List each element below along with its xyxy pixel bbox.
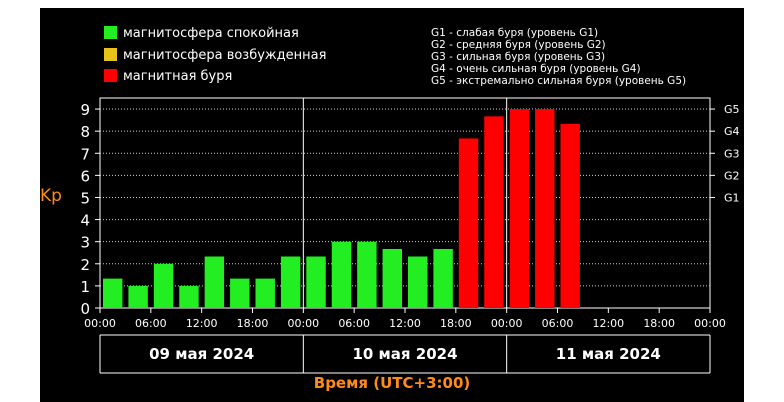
y-tick-label: 4	[80, 212, 90, 230]
y-tick-label: 3	[80, 234, 90, 252]
g-legend-item-3: G3 - сильная буря (уровень G3)	[431, 51, 605, 63]
y-tick-label: 8	[80, 123, 90, 141]
kp-bar	[306, 256, 326, 308]
x-tick-label: 18:00	[440, 317, 472, 330]
x-tick-label: 18:00	[237, 317, 269, 330]
legend-label-storm: магнитная буря	[123, 69, 232, 84]
g-tick-label: G2	[724, 169, 740, 182]
y-axis-label: Kp	[40, 186, 62, 206]
x-tick-label: 18:00	[643, 317, 675, 330]
y-tick-label: 7	[80, 145, 90, 163]
kp-bar	[255, 278, 275, 308]
legend-swatch-calm	[104, 26, 117, 39]
day-label: 11 мая 2024	[556, 345, 661, 363]
g-level-legend: G1 - слабая буря (уровень G1) G2 - средн…	[431, 27, 686, 87]
kp-chart: магнитосфера спокойная магнитосфера возб…	[40, 26, 740, 392]
g-legend-item-5: G5 - экстремально сильная буря (уровень …	[431, 75, 686, 87]
x-tick-label: 00:00	[491, 317, 523, 330]
kp-bar	[484, 116, 504, 308]
kp-bar	[357, 241, 377, 308]
day-label: 10 мая 2024	[352, 345, 457, 363]
kp-bar	[433, 248, 453, 308]
g-legend-item-2: G2 - средняя буря (уровень G2)	[431, 39, 606, 51]
y-tick-label: 5	[80, 189, 90, 207]
g-tick-label: G4	[724, 125, 740, 138]
x-tick-label: 06:00	[338, 317, 370, 330]
y-tick-label: 2	[80, 256, 90, 274]
x-tick-label: 06:00	[135, 317, 167, 330]
kp-bar	[535, 109, 555, 308]
x-tick-label: 12:00	[592, 317, 624, 330]
kp-bar	[509, 109, 530, 308]
kp-bar	[128, 285, 148, 308]
y-tick-label: 0	[80, 300, 90, 318]
x-tick-label: 06:00	[542, 317, 574, 330]
x-tick-label: 12:00	[186, 317, 218, 330]
g-legend-item-4: G4 - очень сильная буря (уровень G4)	[431, 63, 641, 75]
kp-bar	[204, 256, 225, 308]
y-tick-label: 9	[80, 101, 90, 119]
kp-bar	[408, 256, 428, 308]
kp-bar	[382, 248, 402, 308]
kp-bar	[103, 278, 123, 308]
x-tick-label: 12:00	[389, 317, 421, 330]
x-tick-label: 00:00	[84, 317, 116, 330]
day-label: 09 мая 2024	[149, 345, 254, 363]
kp-bar	[153, 263, 174, 308]
plot-area: 0 1 2 3 4 5 6 7 8 9 G1 G2 G3 G4 G5 00:00 06:00 12:00 18:00…	[80, 97, 740, 374]
y-tick-label: 1	[80, 278, 90, 296]
kp-bar	[331, 241, 352, 308]
kp-bar	[280, 256, 301, 308]
status-legend: магнитосфера спокойная магнитосфера возб…	[104, 26, 326, 84]
x-axis-title: Время (UTC+3:00)	[314, 374, 470, 392]
kp-bar	[230, 278, 250, 308]
plot-frame	[99, 97, 711, 309]
legend-label-calm: магнитосфера спокойная	[123, 26, 299, 41]
g-legend-item-1: G1 - слабая буря (уровень G1)	[431, 27, 598, 39]
legend-label-active: магнитосфера возбужденная	[123, 48, 326, 63]
x-tick-label: 00:00	[694, 317, 726, 330]
legend-swatch-storm	[104, 69, 117, 82]
g-tick-label: G5	[724, 103, 740, 116]
g-tick-label: G3	[724, 147, 740, 160]
y-tick-label: 6	[80, 167, 90, 185]
kp-bar	[560, 123, 580, 308]
x-tick-label: 00:00	[287, 317, 319, 330]
g-tick-label: G1	[724, 191, 740, 204]
kp-bar	[458, 138, 479, 308]
chart-panel: магнитосфера спокойная магнитосфера возб…	[40, 8, 744, 402]
kp-bar	[179, 285, 199, 308]
legend-swatch-active	[104, 48, 117, 61]
